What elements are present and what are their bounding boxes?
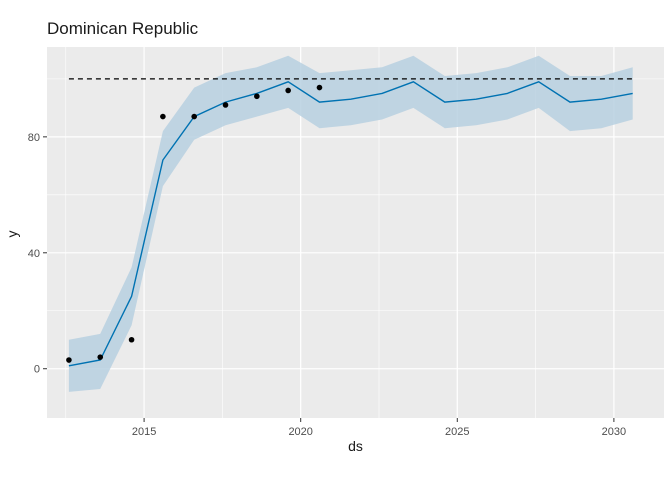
data-point: [160, 113, 166, 120]
x-tick-label: 2020: [288, 426, 312, 438]
data-point: [97, 354, 104, 360]
data-point: [66, 357, 72, 363]
x-tick-label: 2030: [602, 426, 626, 438]
uncertainty-band: [68, 55, 633, 392]
data-point: [128, 336, 135, 343]
x-tick-label: 2025: [445, 426, 469, 438]
data-point: [222, 102, 229, 108]
observed-points: [66, 84, 323, 363]
y-tick-label: 80: [28, 132, 40, 144]
x-axis-label: ds: [348, 438, 363, 454]
y-axis-label: y: [4, 230, 20, 238]
data-point: [316, 84, 323, 91]
y-tick-label: 0: [34, 364, 40, 376]
x-axis-ticks: 2015 2020 2025 2030: [132, 418, 626, 438]
chart-title: Dominican Republic: [47, 19, 199, 38]
data-point: [254, 93, 260, 100]
x-tick-label: 2015: [132, 426, 156, 438]
y-axis-ticks: 0 40 80: [28, 132, 47, 376]
forecast-line: [68, 81, 633, 367]
data-point: [285, 87, 291, 94]
y-tick-label: 40: [28, 248, 40, 260]
data-point: [191, 113, 198, 120]
